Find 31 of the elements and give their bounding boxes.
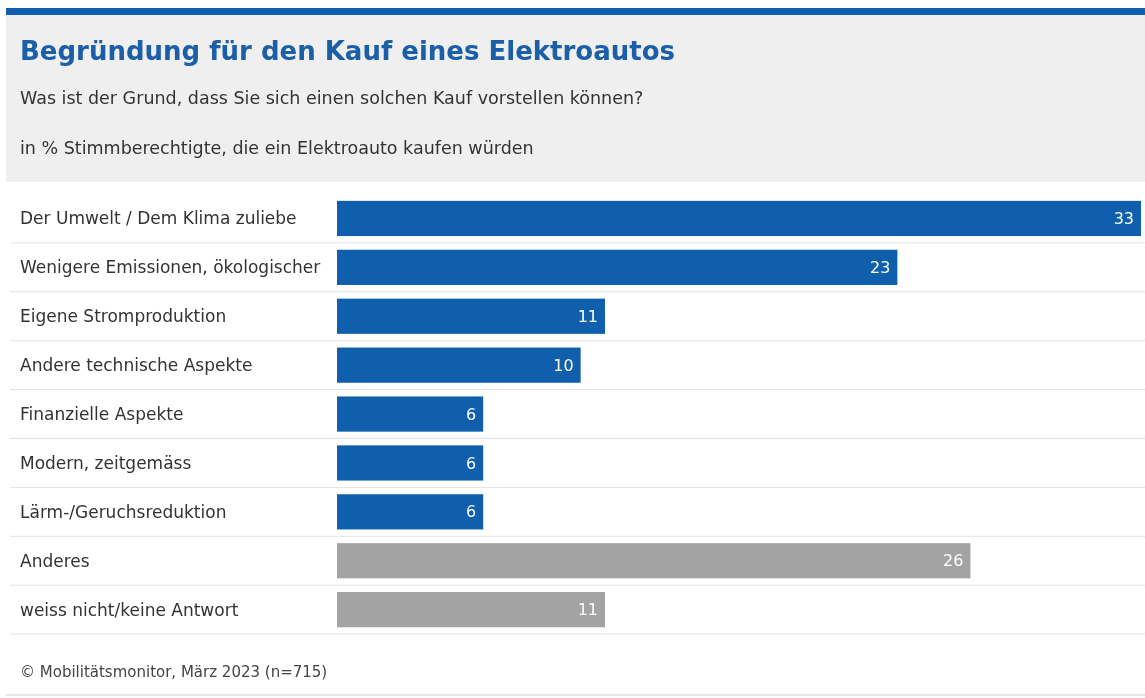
bar <box>337 592 605 628</box>
y-tick-label: Eigene Stromproduktion <box>20 306 227 327</box>
y-tick-label: Modern, zeitgemäss <box>20 452 192 473</box>
data-label: 11 <box>577 600 598 620</box>
data-label: 33 <box>1113 209 1134 229</box>
bar <box>337 445 484 481</box>
data-label: 11 <box>577 306 598 326</box>
text: © Mobilitätsmonitor, März 2023 (n=715) <box>20 663 328 681</box>
data-label: 6 <box>465 404 477 424</box>
data-label: 10 <box>553 355 574 375</box>
bar <box>337 494 484 530</box>
data-label: 26 <box>943 551 964 571</box>
bar <box>337 347 581 383</box>
data-label: 23 <box>870 257 891 277</box>
x-axis-title: in % Stimmberechtigte, die ein Elektroauto kaufen würden <box>20 138 534 158</box>
y-tick-label: Anderes <box>20 550 90 571</box>
bar <box>337 396 484 432</box>
y-tick-label: weiss nicht/keine Antwort <box>20 599 239 620</box>
y-tick-label: Wenigere Emissionen, ökologischer <box>20 257 321 278</box>
chart-title: Begründung für den Kauf eines Elektroautos <box>20 36 676 66</box>
bar <box>337 249 898 285</box>
bar <box>337 543 971 579</box>
y-tick-label: Lärm-/Geruchsreduktion <box>20 501 227 522</box>
data-label: 6 <box>465 453 477 473</box>
chart-subtitle: Was ist der Grund, dass Sie sich einen solchen Kauf vorstellen können? <box>20 88 644 108</box>
y-tick-label: Finanzielle Aspekte <box>20 404 184 424</box>
bar <box>337 200 1141 237</box>
y-tick-label: Andere technische Aspekte <box>20 355 253 376</box>
bar <box>337 298 605 334</box>
data-label: 6 <box>465 502 477 522</box>
y-tick-label: Der Umwelt / Dem Klima zuliebe <box>20 208 297 229</box>
